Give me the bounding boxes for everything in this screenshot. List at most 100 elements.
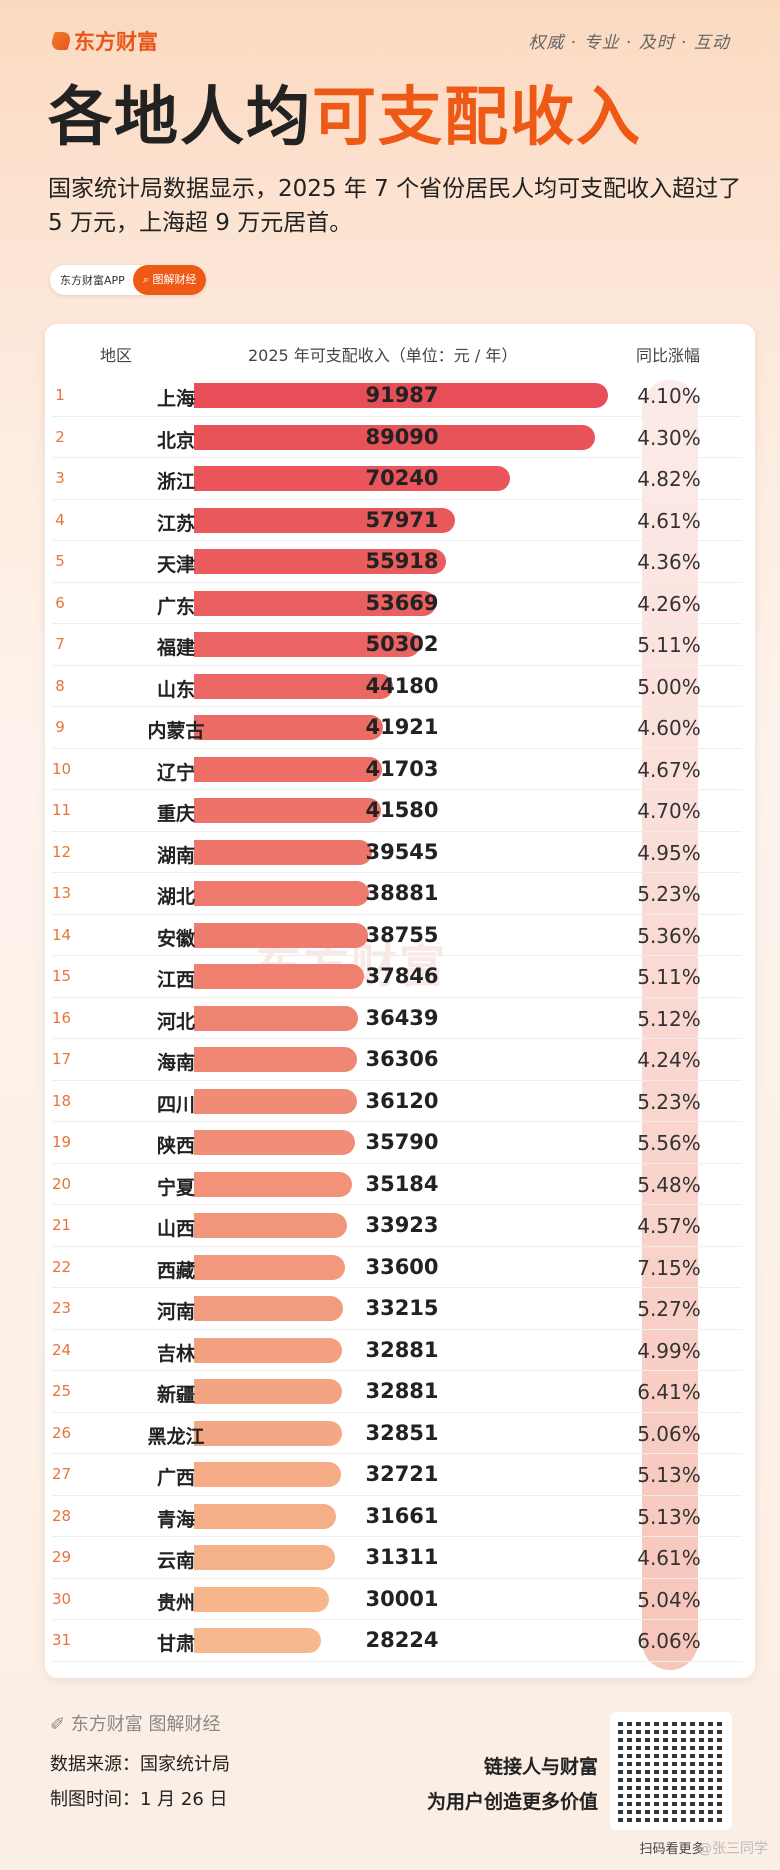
header-region: 地区 [100,346,133,365]
growth-value: 5.23% [637,1089,701,1114]
table-row: 31 甘肃 28224 6.06% [52,1620,742,1662]
growth-value: 5.06% [637,1421,701,1446]
growth-value: 4.30% [637,425,701,450]
growth-value: 4.67% [637,757,701,782]
growth-value: 5.11% [637,965,701,989]
growth-value: 4.82% [637,467,701,491]
search-pill[interactable]: 东方财富APP ⌕ 图解财经 [50,265,207,295]
income-bar [194,1047,358,1072]
growth-value: 5.48% [637,1172,701,1197]
income-bar [194,798,382,823]
growth-value: 6.06% [637,1629,701,1653]
rank: 5 [55,552,65,570]
region-name: 甘肃 [156,1633,195,1655]
region-name: 河南 [156,1301,195,1323]
income-bar [194,1088,357,1114]
region-name: 上海 [156,388,195,410]
income-bar [194,1462,342,1487]
region-name: 青海 [156,1508,195,1531]
growth-value: 5.04% [637,1587,701,1612]
growth-value: 5.11% [637,633,701,657]
income-bar [194,1337,342,1363]
region-name: 广西 [156,1467,195,1489]
growth-value: 5.36% [637,923,701,948]
growth-value: 4.70% [637,799,701,823]
growth-value: 4.61% [637,1546,701,1570]
income-value: 30001 [365,1586,439,1611]
region-name: 海南 [156,1052,195,1074]
region-name: 陕西 [156,1135,195,1157]
growth-value: 4.10% [637,384,701,408]
rank: 14 [52,925,72,944]
growth-column-highlight [642,380,698,1670]
table-row: 27 广西 32721 5.13% [52,1454,742,1496]
scan-label: 扫码看更多 [639,1842,705,1857]
income-bar [194,1254,346,1280]
income-bar [194,1503,337,1529]
income-value: 36439 [365,1005,439,1030]
region-name: 重庆 [156,803,195,825]
table-row: 23 河南 33215 5.27% [52,1288,742,1330]
income-value: 41921 [365,715,439,739]
tagline: 链接人与财富 为用户创造更多价值 [426,1756,598,1813]
rank: 28 [52,1506,72,1525]
region-name: 宁夏 [156,1176,195,1199]
rank: 31 [52,1631,72,1649]
income-value: 57971 [365,507,439,532]
table-row: 2 北京 89090 4.30% [52,417,742,458]
growth-value: 4.24% [637,1048,701,1072]
region-name: 西藏 [156,1259,195,1282]
income-bar [194,715,383,740]
income-bar [194,922,369,948]
table-row: 26 黑龙江 32851 5.06% [52,1413,742,1454]
rank: 11 [52,801,72,819]
income-value: 33600 [365,1254,439,1279]
table-row: 3 浙江 70240 4.82% [52,458,742,500]
region-name: 贵州 [156,1591,195,1614]
rank: 9 [55,718,65,736]
income-value: 41580 [365,798,439,822]
table-row: 8 山东 44180 5.00% [52,666,742,707]
income-value: 38881 [365,881,439,905]
income-bar [194,839,372,865]
income-value: 89090 [365,424,439,449]
chart-date: 制图时间：1 月 26 日 [50,1789,228,1810]
table-row: 7 福建 50302 5.11% [52,624,742,666]
income-bar [194,466,511,491]
region-name: 新疆 [156,1384,195,1406]
income-value: 36120 [365,1088,439,1113]
region-name: 湖北 [156,886,195,908]
income-bar [194,1628,322,1653]
brand-logo: 东方财富 [49,26,158,56]
rank: 6 [55,593,65,612]
income-value: 39545 [365,839,439,864]
income-bar [194,881,369,906]
region-name: 黑龙江 [147,1425,205,1448]
growth-value: 4.95% [637,840,701,865]
region-name: 山东 [156,678,195,701]
income-value: 41703 [365,756,439,781]
growth-value: 5.00% [637,674,701,699]
growth-value: 5.56% [637,1131,701,1155]
income-bar [194,673,393,699]
region-name: 云南 [156,1550,195,1572]
qr-code[interactable] [610,1712,732,1830]
search-tag[interactable]: ⌕ 图解财经 [132,265,207,295]
income-bar [194,1130,356,1155]
income-value: 32881 [365,1337,439,1362]
growth-value: 7.15% [637,1255,701,1280]
income-value: 32721 [365,1462,439,1486]
growth-value: 6.41% [637,1380,701,1404]
table-row: 18 四川 36120 5.23% [52,1081,742,1122]
page-title: 各地人均可支配收入 [48,81,642,155]
table-row: 19 陕西 35790 5.56% [52,1122,742,1164]
region-name: 安徽 [156,927,195,950]
income-bar [194,1379,342,1404]
header-income: 2025 年可支配收入（单位：元 / 年） [248,346,518,365]
table-row: 15 江西 37846 5.11% [52,956,742,998]
income-value: 33923 [365,1213,439,1237]
income-value: 31661 [365,1503,439,1528]
table-row: 6 广东 53669 4.26% [52,583,742,624]
rank: 13 [52,884,72,902]
rank: 24 [52,1340,72,1359]
